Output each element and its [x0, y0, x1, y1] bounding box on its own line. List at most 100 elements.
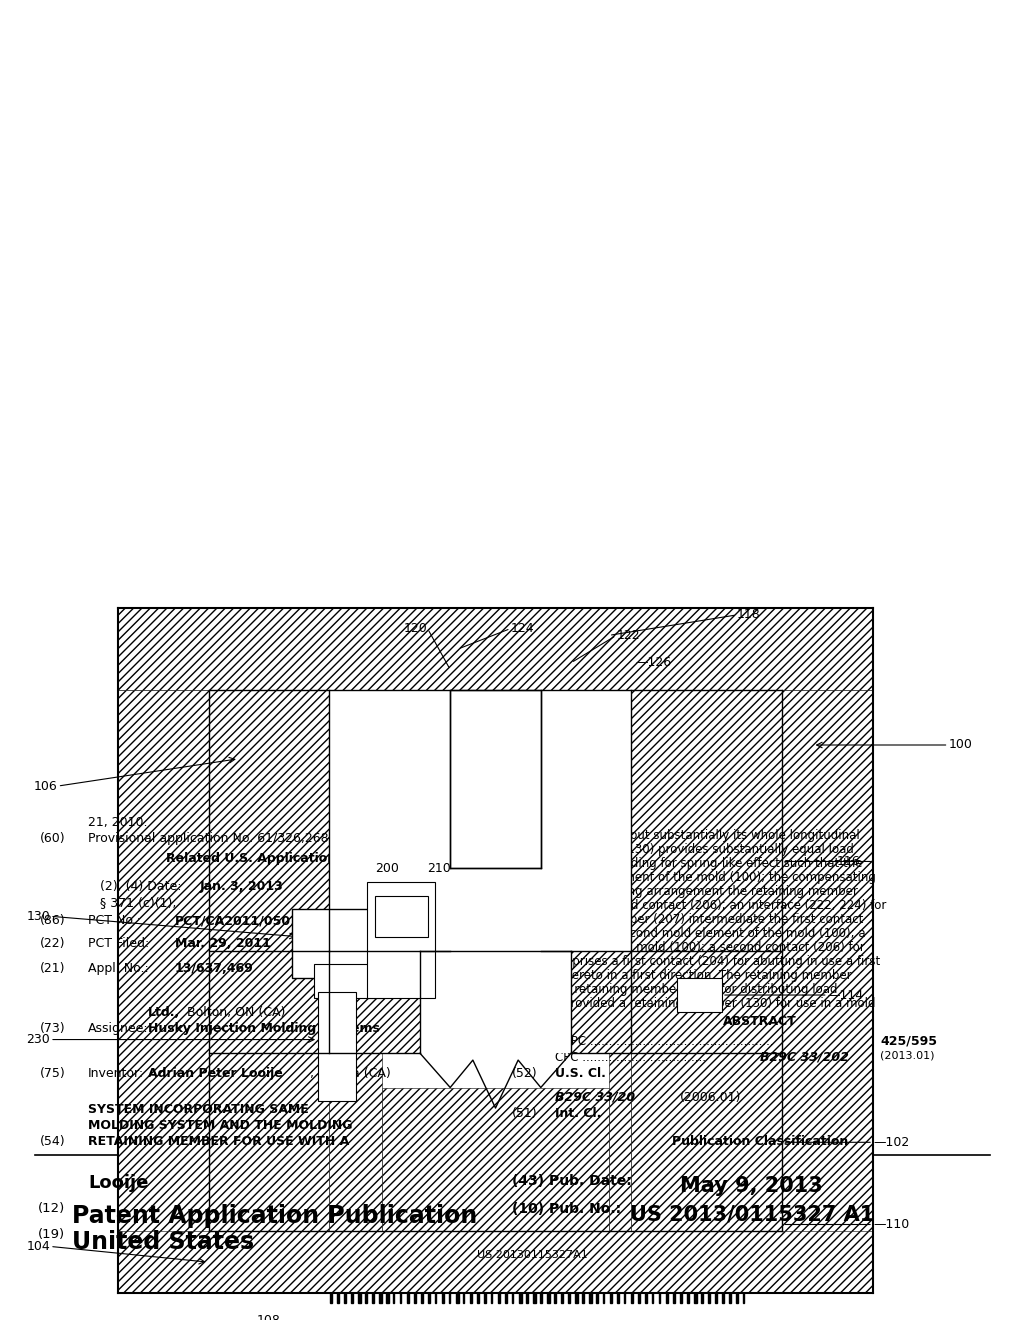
Bar — [701, 1255, 702, 1303]
Text: compensating member (207) intermediate the first contact: compensating member (207) intermediate t… — [512, 913, 863, 927]
Bar — [631, 1255, 633, 1303]
Text: U.S. Cl.: U.S. Cl. — [555, 1067, 606, 1080]
Bar — [379, 1255, 382, 1303]
Text: 104: 104 — [27, 1239, 50, 1253]
Bar — [456, 1255, 459, 1303]
Bar — [743, 1255, 744, 1303]
Bar — [386, 1255, 389, 1303]
Bar — [118, 609, 873, 690]
Bar — [318, 991, 355, 1101]
Text: Adrian Peter Looije: Adrian Peter Looije — [148, 1067, 283, 1080]
Text: 122: 122 — [616, 628, 640, 642]
Bar — [420, 869, 571, 1053]
Text: USPC .................................................: USPC ...................................… — [555, 1035, 773, 1048]
Bar — [428, 1255, 430, 1303]
Bar — [610, 1255, 612, 1303]
Bar — [645, 1255, 647, 1303]
Text: Ltd.,: Ltd., — [148, 1006, 180, 1019]
Text: Provisional application No. 61/326,268, filed on Apr.: Provisional application No. 61/326,268, … — [88, 832, 412, 845]
Text: (130) to a third element of the mold (100); the compensating: (130) to a third element of the mold (10… — [512, 871, 876, 884]
Text: B29C 33/202: B29C 33/202 — [760, 1051, 849, 1064]
Text: Mar. 29, 2011: Mar. 29, 2011 — [175, 937, 271, 950]
Bar — [330, 1255, 332, 1303]
Text: (60): (60) — [40, 832, 66, 845]
Bar — [782, 690, 873, 1294]
Text: —126: —126 — [636, 656, 672, 669]
Text: Related U.S. Application Data: Related U.S. Application Data — [166, 851, 374, 865]
Text: Bolton, ON (CA): Bolton, ON (CA) — [183, 1006, 286, 1019]
Text: —102: —102 — [873, 1135, 909, 1148]
Text: (2006.01): (2006.01) — [680, 1092, 741, 1104]
Text: (100), the retaining member (130) for distributing load: (100), the retaining member (130) for di… — [512, 983, 838, 997]
Text: applied thereto in a first direction. The retaining member: applied thereto in a first direction. Th… — [512, 969, 852, 982]
Text: (130) comprises a first contact (204) for abutting in use a first: (130) comprises a first contact (204) fo… — [512, 954, 881, 968]
Text: Husky Injection Molding Systems: Husky Injection Molding Systems — [148, 1022, 380, 1035]
Bar — [617, 1255, 620, 1303]
Bar — [680, 1255, 682, 1303]
Text: (43) Pub. Date:: (43) Pub. Date: — [512, 1173, 632, 1188]
Text: (54): (54) — [40, 1135, 66, 1148]
Text: Jan. 3, 2013: Jan. 3, 2013 — [200, 880, 284, 894]
Bar — [498, 1255, 500, 1303]
Text: Inventor:: Inventor: — [88, 1067, 144, 1080]
Bar — [519, 1255, 521, 1303]
Bar — [505, 1255, 507, 1303]
Text: B29C 33/20: B29C 33/20 — [555, 1092, 635, 1104]
Bar — [540, 1255, 542, 1303]
Bar — [368, 882, 435, 998]
Text: 108: 108 — [257, 1313, 281, 1320]
Text: 106: 106 — [34, 780, 57, 792]
Bar — [463, 1255, 464, 1303]
Text: Int. Cl.: Int. Cl. — [555, 1107, 601, 1119]
Text: (51): (51) — [512, 1107, 538, 1119]
Bar — [638, 1255, 640, 1303]
Bar — [451, 690, 541, 869]
Bar — [534, 1255, 536, 1303]
Bar — [435, 1255, 436, 1303]
Text: (19): (19) — [38, 1228, 66, 1241]
Text: Assignee:: Assignee: — [88, 1022, 148, 1035]
Text: (204) and the second contact (206); an interface (222, 224) for: (204) and the second contact (206); an i… — [512, 899, 887, 912]
Text: RETAINING MEMBER FOR USE WITH A: RETAINING MEMBER FOR USE WITH A — [88, 1135, 349, 1148]
Text: SYSTEM INCORPORATING SAME: SYSTEM INCORPORATING SAME — [88, 1104, 309, 1115]
Bar — [490, 1255, 493, 1303]
Bar — [314, 964, 382, 998]
Text: PCT/CA2011/050162: PCT/CA2011/050162 — [175, 913, 317, 927]
Text: (10) Pub. No.:: (10) Pub. No.: — [512, 1203, 622, 1216]
Text: ABSTRACT: ABSTRACT — [723, 1015, 797, 1028]
Bar — [330, 950, 420, 1053]
Bar — [659, 1255, 660, 1303]
Bar — [330, 1053, 382, 1232]
Text: Looije: Looije — [88, 1173, 148, 1192]
Bar — [694, 1255, 696, 1303]
Bar — [118, 1232, 873, 1294]
Bar — [729, 1255, 731, 1303]
Bar — [400, 1255, 401, 1303]
Text: 200: 200 — [375, 862, 398, 875]
Bar — [632, 950, 782, 1053]
Text: 21, 2010.: 21, 2010. — [88, 816, 147, 829]
Text: MOLDING SYSTEM AND THE MOLDING: MOLDING SYSTEM AND THE MOLDING — [88, 1119, 352, 1133]
Bar — [451, 690, 541, 869]
Text: (86): (86) — [40, 913, 66, 927]
Text: 130: 130 — [27, 909, 50, 923]
Text: 116—: 116— — [837, 855, 873, 869]
Bar — [449, 1255, 451, 1303]
Bar — [375, 896, 428, 937]
Text: US 20130115327A1: US 20130115327A1 — [476, 1250, 588, 1261]
Bar — [736, 1255, 738, 1303]
Bar — [512, 1255, 513, 1303]
Bar — [477, 1255, 479, 1303]
Bar — [589, 1255, 592, 1303]
Text: (21): (21) — [40, 962, 66, 975]
Text: PCT No.:: PCT No.: — [88, 913, 141, 927]
Text: (12): (12) — [38, 1203, 66, 1214]
Text: May 9, 2013: May 9, 2013 — [680, 1176, 822, 1196]
Bar — [118, 609, 873, 1294]
Bar — [365, 1255, 368, 1303]
Text: retaining member (130) provides substantially equal load: retaining member (130) provides substant… — [512, 843, 854, 855]
Bar — [118, 690, 209, 1294]
Bar — [330, 690, 451, 950]
Bar — [596, 1255, 598, 1303]
Text: United States: United States — [72, 1230, 254, 1254]
